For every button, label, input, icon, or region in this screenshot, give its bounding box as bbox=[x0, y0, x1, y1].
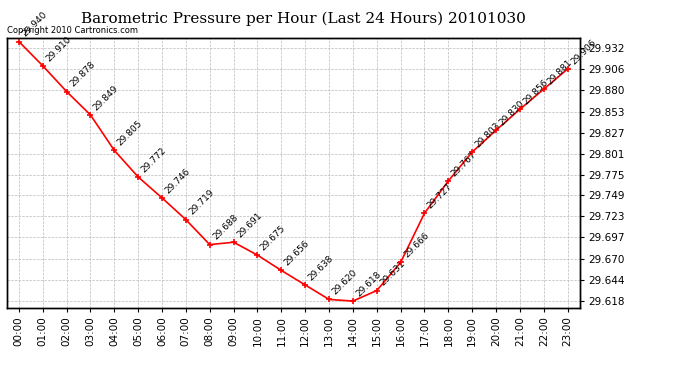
Text: 29.805: 29.805 bbox=[116, 119, 144, 147]
Text: 29.803: 29.803 bbox=[473, 120, 502, 149]
Text: 29.881: 29.881 bbox=[545, 58, 574, 86]
Text: Barometric Pressure per Hour (Last 24 Hours) 20101030: Barometric Pressure per Hour (Last 24 Ho… bbox=[81, 11, 526, 26]
Text: 29.691: 29.691 bbox=[235, 211, 264, 240]
Text: 29.688: 29.688 bbox=[211, 213, 239, 242]
Text: Copyright 2010 Cartronics.com: Copyright 2010 Cartronics.com bbox=[7, 26, 138, 35]
Text: 29.746: 29.746 bbox=[164, 166, 192, 195]
Text: 29.631: 29.631 bbox=[378, 259, 407, 288]
Text: 29.772: 29.772 bbox=[139, 146, 168, 174]
Text: 29.906: 29.906 bbox=[569, 38, 598, 66]
Text: 29.618: 29.618 bbox=[354, 270, 383, 298]
Text: 29.849: 29.849 bbox=[92, 84, 120, 112]
Text: 29.856: 29.856 bbox=[522, 78, 550, 106]
Text: 29.830: 29.830 bbox=[497, 99, 526, 128]
Text: 29.940: 29.940 bbox=[20, 10, 49, 39]
Text: 29.910: 29.910 bbox=[44, 34, 72, 63]
Text: 29.727: 29.727 bbox=[426, 182, 455, 210]
Text: 29.656: 29.656 bbox=[283, 239, 311, 268]
Text: 29.719: 29.719 bbox=[187, 188, 216, 217]
Text: 29.638: 29.638 bbox=[306, 254, 335, 282]
Text: 29.675: 29.675 bbox=[259, 224, 288, 252]
Text: 29.620: 29.620 bbox=[331, 268, 359, 297]
Text: 29.767: 29.767 bbox=[450, 150, 478, 178]
Text: 29.666: 29.666 bbox=[402, 231, 431, 260]
Text: 29.878: 29.878 bbox=[68, 60, 97, 89]
